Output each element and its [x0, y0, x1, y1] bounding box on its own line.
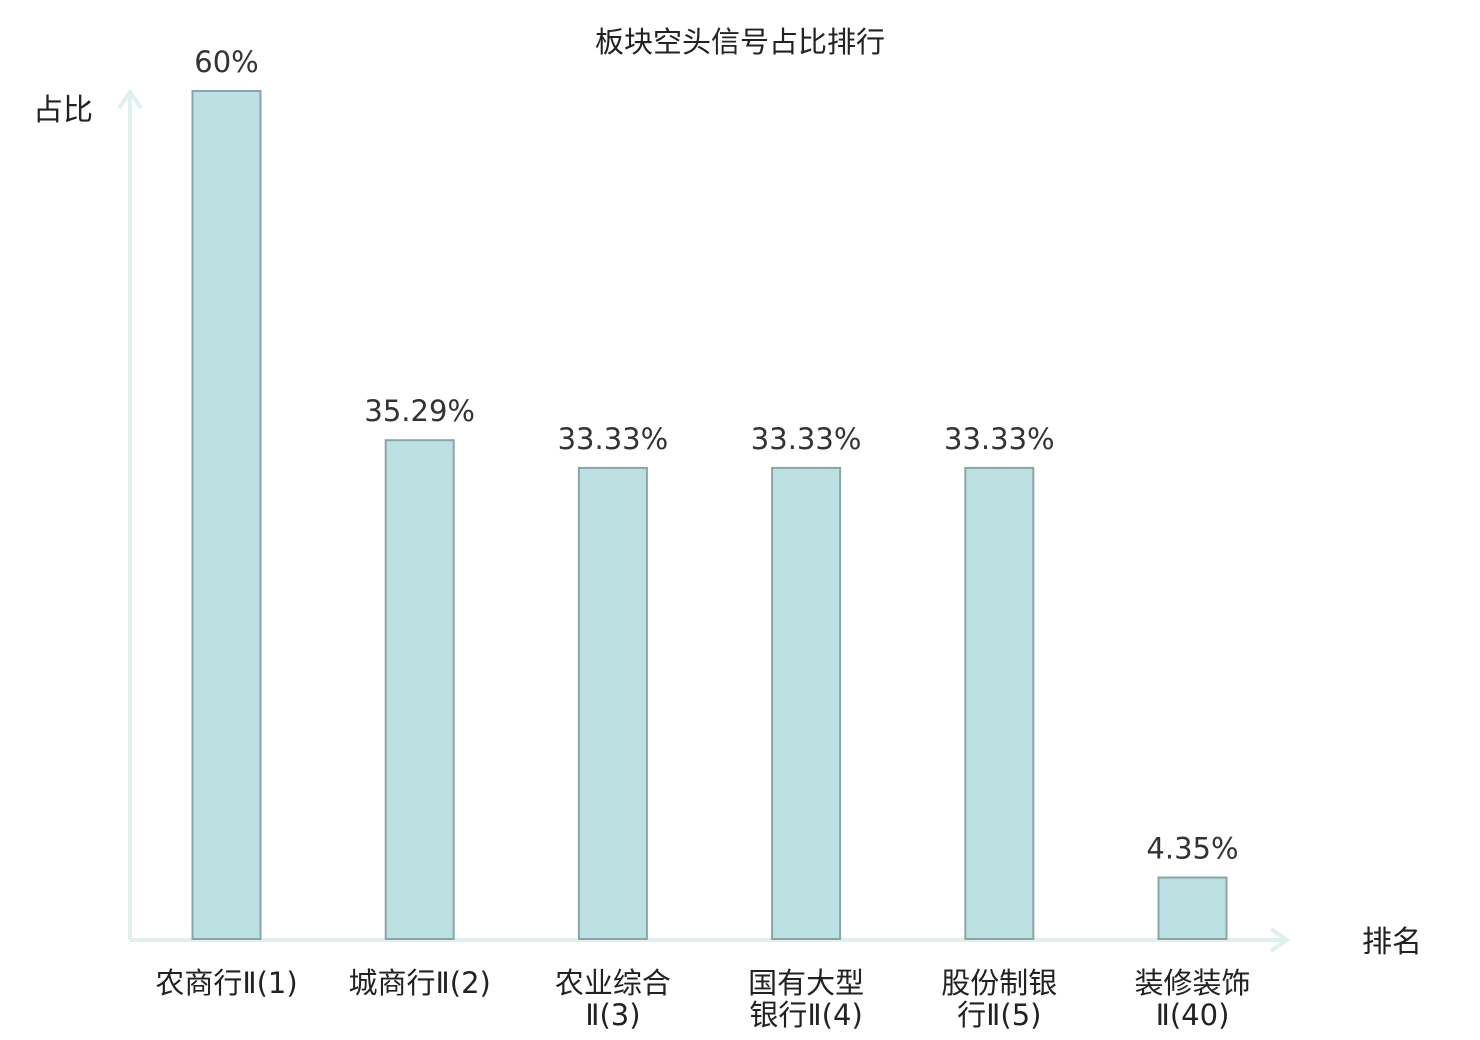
- bar: [771, 466, 842, 940]
- x-axis-label: 排名: [1362, 925, 1422, 960]
- bar-value-label: 35.29%: [364, 394, 475, 428]
- category-label: 农业综合: [555, 966, 671, 1000]
- bar: [191, 90, 262, 940]
- category-label: 城商行Ⅱ(2): [349, 966, 491, 1000]
- category-label: Ⅱ(40): [1156, 998, 1230, 1032]
- category-label: 装修装饰: [1134, 966, 1250, 1000]
- value-labels: 60% 35.29% 33.33% 33.33% 33.33% 4.35%: [194, 45, 1238, 866]
- category-label: 国有大型: [748, 966, 864, 1000]
- bar: [964, 466, 1035, 940]
- bar: [1157, 876, 1228, 940]
- bar-value-label: 33.33%: [558, 422, 669, 456]
- y-axis: [117, 88, 143, 940]
- bar-value-label: 33.33%: [751, 422, 862, 456]
- bar: [384, 439, 455, 940]
- bar: [577, 466, 648, 940]
- bar-series: [191, 90, 1228, 940]
- category-label: Ⅱ(3): [585, 998, 640, 1032]
- x-axis: [130, 927, 1291, 953]
- chart-title: 板块空头信号占比排行: [595, 25, 885, 59]
- category-label: 银行Ⅱ(4): [749, 998, 862, 1032]
- category-label: 股份制银: [941, 966, 1057, 1000]
- bar-value-label: 4.35%: [1146, 832, 1238, 866]
- bar-value-label: 60%: [194, 45, 258, 79]
- y-axis-label: 占比: [33, 93, 93, 128]
- category-label: 农商行Ⅱ(1): [155, 966, 297, 1000]
- bar-value-label: 33.33%: [944, 422, 1055, 456]
- category-label: 行Ⅱ(5): [957, 998, 1041, 1032]
